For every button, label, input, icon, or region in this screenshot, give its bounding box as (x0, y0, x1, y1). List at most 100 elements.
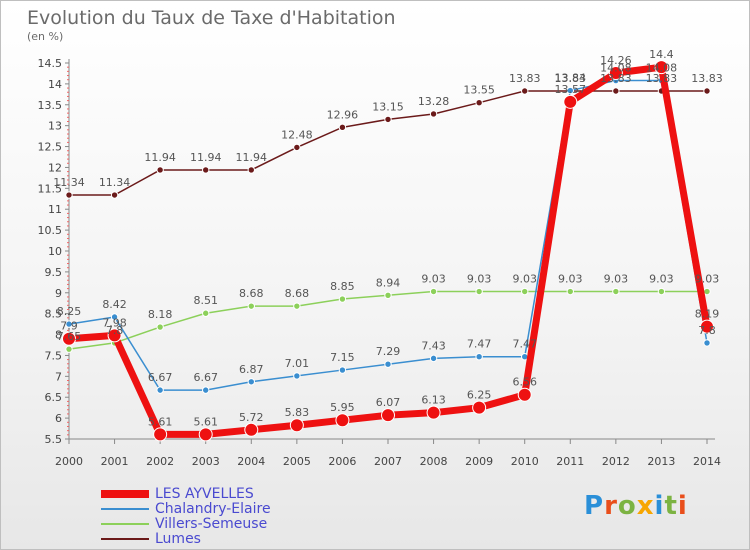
x-tick-label: 2012 (602, 455, 630, 468)
legend-swatch (101, 507, 149, 510)
data-point (475, 352, 483, 361)
data-label: 8.94 (376, 276, 401, 289)
data-label: 8.85 (330, 280, 355, 293)
data-label: 13.84 (555, 72, 587, 85)
data-label: 5.83 (285, 406, 310, 419)
data-label: 9.03 (421, 273, 446, 286)
data-label: 12.48 (281, 128, 313, 141)
logo-letter: i (654, 491, 665, 521)
data-point (608, 66, 623, 81)
x-tick-label: 2009 (465, 455, 493, 468)
x-tick-label: 2013 (647, 455, 675, 468)
data-point (110, 313, 119, 321)
legend-item: Villers-Semeuse (101, 516, 271, 532)
data-point (426, 405, 441, 420)
data-label: 5.72 (239, 411, 264, 424)
legend-label: LES AYVELLES (155, 485, 254, 502)
series-line (68, 79, 708, 391)
data-label: 8.42 (102, 298, 127, 311)
data-label: 13.83 (509, 72, 541, 85)
data-point (335, 413, 350, 428)
data-label: 12.96 (327, 108, 359, 121)
y-tick-label: 7 (55, 370, 62, 383)
y-tick-label: 6 (55, 412, 62, 425)
data-label: 14.08 (600, 62, 632, 75)
data-point (153, 427, 168, 442)
data-point (429, 354, 438, 363)
x-tick-label: 2002 (146, 455, 174, 468)
data-label: 7.15 (330, 351, 355, 364)
legend-label: Chalandry-Elaire (155, 500, 271, 517)
data-point (293, 372, 301, 380)
data-label: 5.95 (330, 401, 355, 414)
data-point (566, 86, 574, 95)
data-point (429, 110, 438, 118)
data-label: 6.87 (239, 363, 264, 376)
data-point (198, 427, 213, 442)
data-point (65, 320, 73, 328)
data-label: 13.83 (646, 72, 678, 85)
legend-swatch (101, 522, 149, 525)
data-label: 7.47 (512, 338, 537, 351)
data-label: 5.61 (148, 415, 173, 428)
data-label: 13.83 (600, 72, 632, 85)
data-point (202, 309, 210, 317)
data-point (475, 287, 483, 296)
data-label: 11.34 (53, 176, 85, 189)
legend-swatch (101, 537, 149, 540)
data-point (338, 295, 347, 303)
x-tick-label: 2007 (374, 455, 402, 468)
data-point (293, 143, 301, 152)
data-label: 5.61 (193, 415, 218, 428)
data-point (107, 328, 122, 343)
data-point (381, 408, 395, 423)
data-label: 7.98 (102, 316, 127, 329)
data-label: 7.8 (698, 324, 716, 337)
y-tick-label: 12 (48, 161, 62, 174)
data-label: 9.03 (604, 273, 629, 286)
data-label: 13.83 (555, 72, 587, 85)
logo-letter: r (604, 491, 618, 521)
data-label: 13.55 (463, 84, 495, 97)
data-label: 6.67 (193, 371, 218, 384)
logo-letter: o (617, 491, 637, 521)
data-label: 8.51 (193, 294, 218, 307)
data-point (384, 115, 392, 124)
x-tick-label: 2010 (511, 455, 539, 468)
x-tick-label: 2003 (192, 455, 220, 468)
data-point (384, 360, 392, 368)
legend-item: LES AYVELLES (101, 485, 271, 502)
y-tick-label: 12.5 (38, 141, 63, 154)
logo-letter: x (636, 491, 655, 521)
data-point (156, 323, 164, 331)
data-label: 11.34 (99, 176, 131, 189)
data-label: 6.13 (421, 394, 446, 407)
x-tick-label: 2014 (693, 455, 721, 468)
y-tick-label: 6.5 (45, 391, 63, 404)
data-point (563, 94, 578, 109)
legend-swatch (101, 489, 149, 498)
data-label: 9.03 (467, 273, 492, 286)
data-label: 9.03 (695, 273, 720, 286)
y-tick-label: 9 (55, 287, 62, 300)
data-label: 14.4 (649, 48, 674, 61)
y-tick-label: 11 (48, 203, 62, 216)
x-tick-label: 2008 (420, 455, 448, 468)
data-point (517, 387, 532, 402)
data-label: 6.07 (376, 396, 401, 409)
data-label: 7.01 (285, 357, 310, 370)
data-point (384, 291, 392, 299)
data-label: 9.03 (558, 273, 583, 286)
data-point (472, 400, 487, 415)
data-label: 8.25 (57, 305, 82, 318)
data-label: 14.08 (646, 62, 678, 75)
legend-item: Lumes (101, 531, 271, 547)
data-label: 7.65 (57, 330, 82, 343)
data-point (703, 339, 711, 347)
proxiti-logo: Proxiti (584, 491, 688, 521)
y-tick-label: 13 (48, 120, 62, 133)
data-point (247, 378, 255, 386)
data-label: 7.29 (376, 345, 401, 358)
data-label: 9.03 (649, 273, 674, 286)
